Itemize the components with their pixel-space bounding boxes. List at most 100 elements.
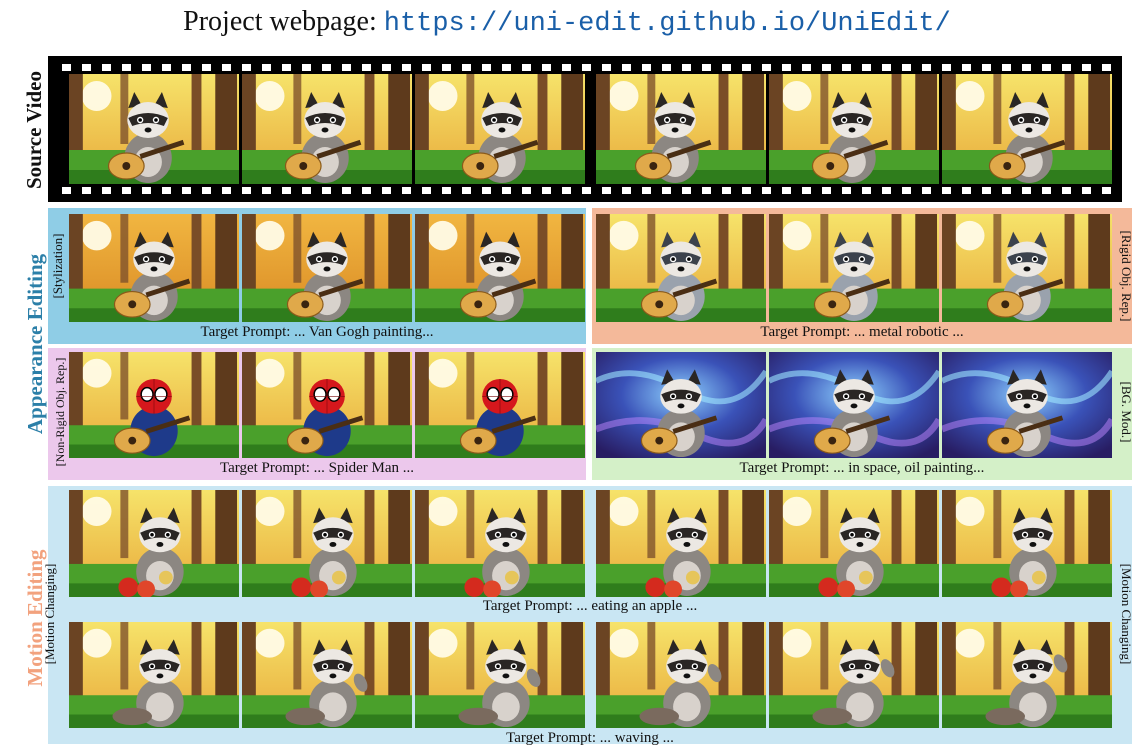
film-sprocket-hole [602,64,611,71]
film-sprocket-hole [902,187,911,194]
film-sprocket-hole [242,187,251,194]
film-sprocket-hole [122,187,131,194]
film-sprocket-hole [1102,187,1111,194]
film-sprocket-hole [702,187,711,194]
film-sprocket-hole [1042,187,1051,194]
film-sprocket-hole [302,64,311,71]
bg-frame [769,352,939,458]
film-sprocket-hole [422,64,431,71]
film-sprocket-hole [62,187,71,194]
motion-wave-frame [242,622,412,728]
film-sprocket-hole [422,187,431,194]
film-sprocket-hole [662,187,671,194]
film-sprocket-hole [242,64,251,71]
film-sprocket-hole [742,187,751,194]
film-sprocket-hole [682,187,691,194]
film-sprocket-hole [1022,187,1031,194]
motion-apple-frame [596,490,766,597]
film-sprocket-hole [142,64,151,71]
film-sprocket-hole [982,64,991,71]
film-sprocket-hole [1082,64,1091,71]
film-sprocket-hole [562,187,571,194]
film-sprocket-hole [322,187,331,194]
film-sprocket-hole [662,64,671,71]
film-sprocket-hole [1002,64,1011,71]
film-sprocket-hole [642,187,651,194]
motion-tag-right: [Motion Changing] [1119,563,1134,665]
film-sprocket-hole [542,187,551,194]
film-sprocket-hole [842,64,851,71]
motion-wave-frame [769,622,939,728]
film-sprocket-hole [462,187,471,194]
film-sprocket-hole [582,64,591,71]
rigid-tag: [Rigid Obj. Rep.] [1119,230,1134,322]
film-sprocket-hole [1022,64,1031,71]
film-sprocket-hole [282,64,291,71]
film-sprocket-hole [82,187,91,194]
film-sprocket-hole [442,64,451,71]
film-sprocket-hole [962,187,971,194]
bg-frame [596,352,766,458]
project-url-link[interactable]: https://uni-edit.github.io/UniEdit/ [383,9,951,39]
nonrigid-frame [69,352,239,458]
motion-apple-frame [769,490,939,597]
film-sprocket-hole [382,64,391,71]
film-sprocket-hole [902,64,911,71]
film-sprocket-hole [362,187,371,194]
film-sprocket-hole [742,64,751,71]
film-sprocket-hole [962,64,971,71]
film-sprocket-hole [162,64,171,71]
film-sprocket-hole [82,64,91,71]
film-sprocket-hole [482,64,491,71]
film-sprocket-hole [522,64,531,71]
film-sprocket-hole [562,64,571,71]
nonrigid-tag: [Non-Rigid Obj. Rep.] [53,357,67,467]
film-sprocket-hole [722,64,731,71]
film-sprocket-hole [782,187,791,194]
rigid-frame [596,214,766,322]
film-sprocket-hole [982,187,991,194]
film-sprocket-hole [262,64,271,71]
rigid-frame [769,214,939,322]
film-sprocket-hole [582,187,591,194]
motion-tag-left: [Motion Changing] [42,563,57,665]
film-sprocket-hole [162,187,171,194]
film-sprocket-hole [122,64,131,71]
rigid-frame [942,214,1112,322]
film-sprocket-hole [102,64,111,71]
film-sprocket-hole [862,187,871,194]
film-sprocket-hole [182,64,191,71]
film-sprocket-hole [1062,187,1071,194]
film-sprocket-hole [622,187,631,194]
film-sprocket-hole [942,187,951,194]
motion-wave-frame [596,622,766,728]
source-frame [242,74,412,184]
film-sprocket-hole [362,64,371,71]
film-sprocket-hole [482,187,491,194]
film-sprocket-hole [282,187,291,194]
film-sprocket-hole [62,64,71,71]
stylization-frame [415,214,585,322]
stylization-frame [242,214,412,322]
film-sprocket-hole [602,187,611,194]
stylization-prompt: Target Prompt: ... Van Gogh painting... [200,324,434,340]
film-sprocket-hole [762,187,771,194]
film-sprocket-hole [502,64,511,71]
film-sprocket-hole [782,64,791,71]
motion-apple-frame [942,490,1112,597]
source-frame [942,74,1112,184]
stylization-frame [69,214,239,322]
film-sprocket-hole [402,187,411,194]
motion-apple-prompt: Target Prompt: ... eating an apple ... [482,598,698,614]
motion-apple-frame [69,490,239,597]
film-sprocket-hole [1062,64,1071,71]
film-sprocket-hole [1082,187,1091,194]
film-sprocket-hole [822,187,831,194]
page-title: Project webpage: https://uni-edit.github… [0,6,1134,39]
bg-prompt: Target Prompt: ... in space, oil paintin… [739,460,985,476]
source-frame [596,74,766,184]
film-sprocket-hole [102,187,111,194]
film-sprocket-hole [542,64,551,71]
film-sprocket-hole [802,187,811,194]
motion-wave-prompt: Target Prompt: ... waving ... [506,730,674,746]
